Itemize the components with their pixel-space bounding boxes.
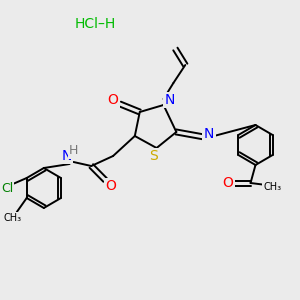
Text: Cl: Cl — [1, 182, 13, 194]
Text: S: S — [149, 149, 158, 163]
Text: O: O — [106, 179, 116, 193]
Text: N: N — [61, 149, 72, 163]
Text: HCl–H: HCl–H — [74, 17, 116, 31]
Text: O: O — [222, 176, 233, 190]
Text: O: O — [108, 93, 118, 107]
Text: H: H — [69, 145, 78, 158]
Text: N: N — [204, 127, 214, 141]
Text: CH₃: CH₃ — [4, 213, 22, 223]
Text: N: N — [164, 93, 175, 107]
Text: CH₃: CH₃ — [263, 182, 281, 192]
